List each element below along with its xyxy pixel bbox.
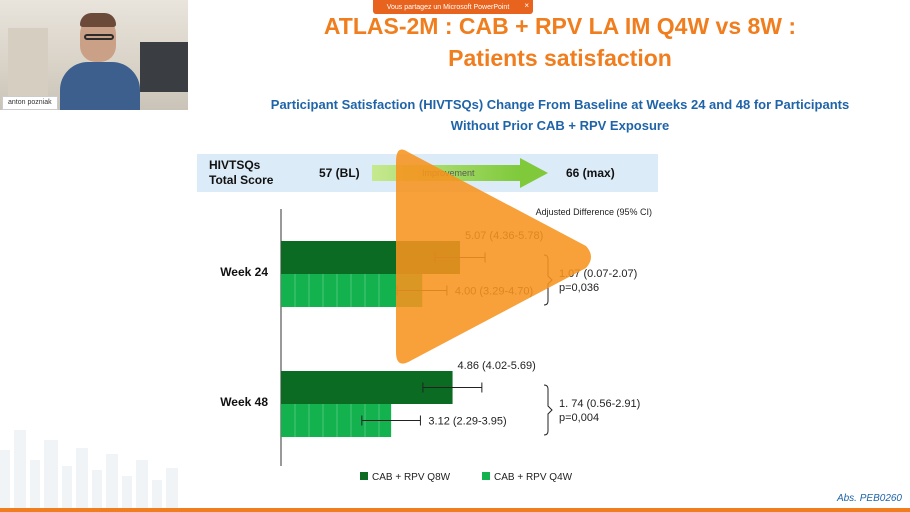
score-label-line2: Total Score: [209, 173, 274, 187]
participant-video: anton pozniak: [0, 0, 188, 110]
category-label: Week 24: [220, 265, 268, 279]
background-shelf: [8, 28, 48, 98]
footer-accent-line: [0, 508, 910, 512]
participant-name: anton pozniak: [2, 96, 58, 110]
score-label: HIVTSQs Total Score: [209, 158, 299, 188]
background-monitor: [140, 42, 188, 92]
slide-subtitle: Participant Satisfaction (HIVTSQs) Chang…: [215, 94, 905, 136]
chart-header-label: Adjusted Difference (95% CI): [536, 207, 652, 217]
person-glasses: [84, 34, 114, 40]
slide-title-line1: ATLAS-2M : CAB + RPV LA IM Q4W vs 8W :: [323, 13, 797, 39]
category-label: Week 48: [220, 395, 268, 409]
abstract-reference: Abs. PEB0260: [836, 493, 902, 504]
slide-subtitle-line2: Without Prior CAB + RPV Exposure: [450, 118, 670, 133]
score-label-line1: HIVTSQs: [209, 158, 261, 172]
difference-value: 1. 74 (0.56-2.91): [559, 398, 640, 410]
improvement-label: Improvement: [422, 168, 475, 178]
improvement-arrow-head: [520, 158, 548, 188]
person-hair: [80, 13, 116, 27]
slide-subtitle-line1: Participant Satisfaction (HIVTSQs) Chang…: [270, 97, 850, 112]
difference-bracket: [543, 384, 553, 436]
slide-title-line2: Patients satisfaction: [448, 45, 672, 71]
score-baseline: 57 (BL): [319, 166, 360, 180]
data-label: 4.86 (4.02-5.69): [458, 360, 536, 372]
data-label: 3.12 (2.29-3.95): [428, 416, 506, 428]
score-max: 66 (max): [566, 166, 615, 180]
person-body: [60, 62, 140, 110]
difference-p-value: p=0,036: [559, 282, 599, 294]
difference-p-value: p=0,004: [559, 412, 599, 424]
legend-swatch: [482, 472, 490, 480]
slide-title: ATLAS-2M : CAB + RPV LA IM Q4W vs 8W : P…: [220, 10, 900, 74]
screen-share-bar: Vous partagez un Microsoft PowerPoint ×: [373, 0, 533, 14]
play-icon[interactable]: [396, 144, 596, 370]
legend-swatch: [360, 472, 368, 480]
legend-label: CAB + RPV Q4W: [494, 472, 573, 483]
city-skyline-watermark: [0, 430, 178, 508]
legend-label: CAB + RPV Q8W: [372, 472, 451, 483]
close-icon[interactable]: ×: [524, 1, 529, 10]
share-bar-text: Vous partagez un Microsoft PowerPoint: [386, 3, 510, 11]
